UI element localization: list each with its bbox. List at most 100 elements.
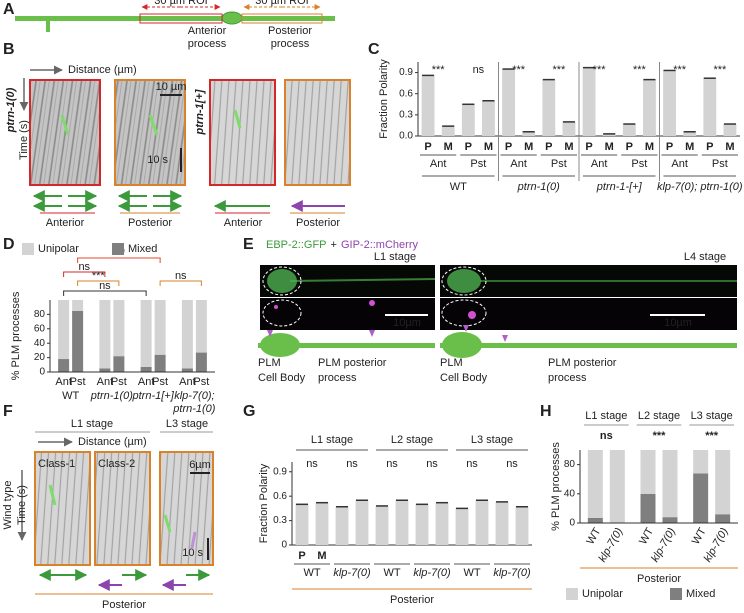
legend-swatch <box>670 588 682 600</box>
category-label: P <box>666 141 673 153</box>
category-label: WT <box>585 526 604 547</box>
bar <box>622 124 636 136</box>
group-label: ptrn-1-[+] <box>596 181 643 193</box>
bar <box>355 500 369 545</box>
y-tick-label: 0.9 <box>399 67 413 78</box>
caption: Anterior <box>46 217 85 229</box>
bar-segment <box>693 473 709 523</box>
bar-segment <box>58 300 70 360</box>
panel-e-micrographs <box>258 265 737 358</box>
bar <box>481 100 495 136</box>
bar <box>683 131 697 136</box>
panel-label: F <box>3 403 13 420</box>
class-label: Class-1 <box>38 458 75 470</box>
stage-label: L1 stage <box>71 418 113 430</box>
significance: ns <box>473 64 485 76</box>
bar <box>335 506 349 545</box>
panel-label: H <box>540 403 552 420</box>
panel-label: D <box>3 236 15 253</box>
comparison-bracket <box>77 280 120 286</box>
bar-segment <box>99 300 111 369</box>
legend-label: Mixed <box>686 588 715 600</box>
bar <box>295 504 309 545</box>
process-label: process <box>318 372 357 384</box>
y-tick-label: 0.3 <box>273 515 287 526</box>
process-label: Anterior <box>188 25 227 37</box>
comparison-bracket <box>63 290 147 296</box>
group-label: L3 stage <box>691 410 733 422</box>
bar-segment <box>640 493 656 523</box>
panel-label: E <box>243 236 254 253</box>
subgroup-label: klp-7(0) <box>333 567 371 579</box>
legend-label: Unipolar <box>38 243 79 255</box>
bar-segment <box>693 450 709 474</box>
legend-label: Unipolar <box>582 588 623 600</box>
category-label: M <box>444 141 453 153</box>
significance: ns <box>306 458 318 470</box>
bar <box>723 124 737 136</box>
bar <box>663 70 677 136</box>
category-label: M <box>317 550 326 562</box>
bar-segment <box>587 450 603 518</box>
significance: *** <box>673 64 687 76</box>
significance: *** <box>705 430 719 442</box>
y-axis-label: % PLM processes <box>10 291 22 380</box>
stain-name: EBP-2::GFP <box>266 239 327 251</box>
roi-label: 30 µm ROI <box>255 0 308 7</box>
cell-body-label: Cell Body <box>258 372 306 384</box>
cell-body-label: Cell Body <box>440 372 488 384</box>
category-label: Pst <box>111 376 127 388</box>
cell-body-label: PLM <box>440 357 463 369</box>
category-label: P <box>626 141 633 153</box>
bar <box>562 121 576 136</box>
category-label: Pst <box>70 376 86 388</box>
comparison-bracket <box>77 257 161 263</box>
process-label: process <box>271 38 310 50</box>
bar-segment <box>181 368 193 372</box>
bar-segment <box>715 450 731 515</box>
category-label: M <box>524 141 533 153</box>
category-label: P <box>424 141 431 153</box>
category-label: P <box>706 141 713 153</box>
bar-segment <box>181 300 193 369</box>
significance: *** <box>593 64 607 76</box>
group-label: klp-7(0); <box>174 390 214 402</box>
bar-segment <box>587 517 603 523</box>
legend-swatch <box>112 243 124 255</box>
stain-name: GIP-2::mCherry <box>341 239 419 251</box>
group-label: L2 stage <box>638 410 680 422</box>
process-label: PLM posterior <box>548 357 617 369</box>
roi-label: 30 µm ROI <box>154 0 207 7</box>
group-label: ptrn-1[+] <box>131 390 174 402</box>
bar <box>395 500 409 545</box>
axis-label: Time (s) <box>18 120 30 160</box>
axis-label: Distance (µm) <box>68 64 137 76</box>
y-tick-label: 0 <box>39 367 45 378</box>
significance: ns <box>600 430 613 442</box>
axis-label: Distance (µm) <box>78 436 147 448</box>
category-label: WT <box>637 526 656 547</box>
category-label: M <box>725 141 734 153</box>
significance: *** <box>713 64 727 76</box>
bar-segment <box>662 450 678 518</box>
category-label: M <box>564 141 573 153</box>
category-label: P <box>298 550 305 562</box>
bar <box>582 67 596 136</box>
significance: ns <box>99 280 111 292</box>
scale-label: 10µm <box>393 317 421 329</box>
bar <box>522 131 536 136</box>
category-label: P <box>465 141 472 153</box>
stage-label: L1 stage <box>374 251 416 263</box>
bar-segment <box>99 368 111 372</box>
category-label: M <box>685 141 694 153</box>
bar <box>495 501 509 545</box>
process-label: process <box>188 38 227 50</box>
category-label: P <box>505 141 512 153</box>
bar <box>455 508 469 545</box>
significance: ns <box>426 458 438 470</box>
stain-title: EBP-2::GFP + GIP-2::mCherry <box>266 239 418 251</box>
comparison-bracket <box>159 280 202 286</box>
y-tick-label: 0.6 <box>399 88 413 99</box>
group-label: ptrn-1(0) <box>517 181 561 193</box>
